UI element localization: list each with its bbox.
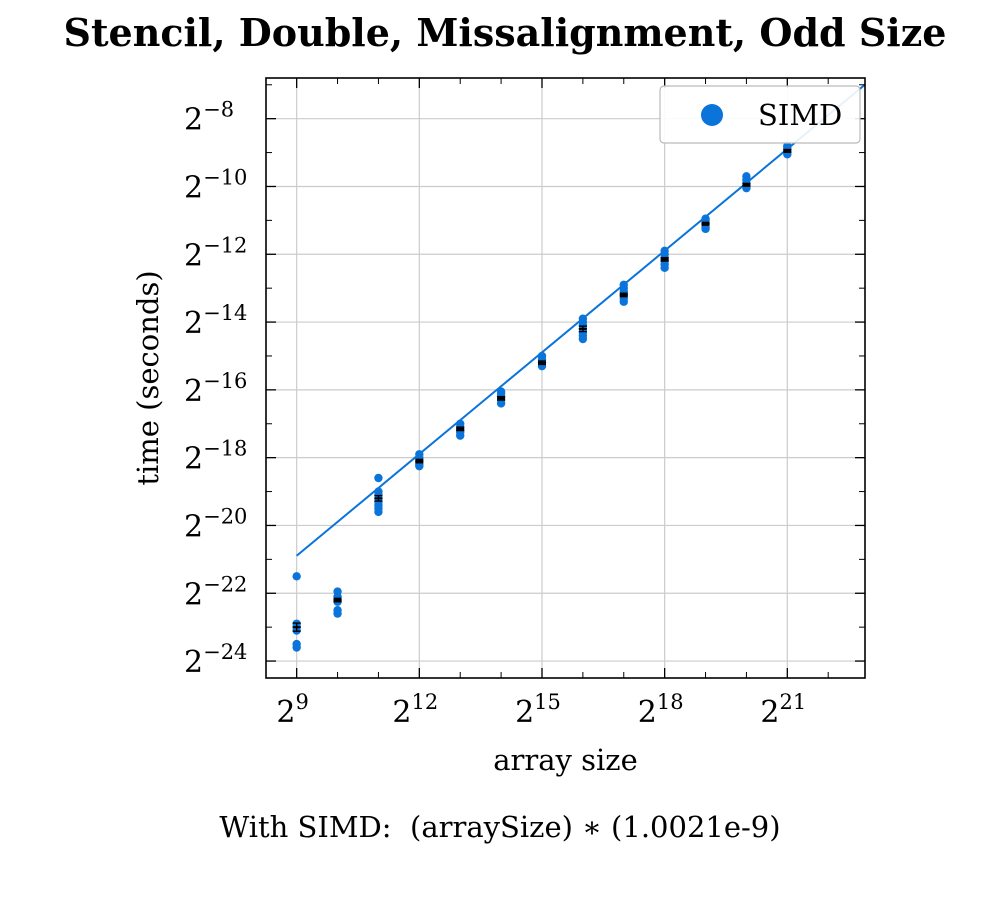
data-point [496,399,506,408]
x-tick-label: 29 [276,690,308,730]
errorbar-layer [292,148,792,632]
data-point [292,643,301,652]
plot-frame [265,77,866,679]
x-tick-exponent: 9 [296,690,309,714]
y-tick-label: 2−24 [184,640,247,680]
chart-title: Stencil, Double, Missalignment, Odd Size [63,10,947,55]
grid-layer [266,78,865,678]
data-point [660,263,669,273]
legend-box [659,85,861,144]
y-tick-exponent: −12 [203,233,247,257]
x-tick-label: 218 [638,690,684,730]
y-tick-exponent: −8 [203,98,234,122]
data-point [701,224,710,234]
y-tick-exponent: −14 [203,301,247,325]
data-point [578,334,588,344]
x-tick-exponent: 15 [534,690,561,714]
x-tick-label: 221 [760,690,806,730]
y-tick-exponent: −22 [203,572,247,596]
y-tick-label: 2−18 [184,437,247,477]
x-tick-exponent: 12 [412,690,439,714]
y-tick-exponent: −16 [203,369,247,393]
y-tick-exponent: −18 [203,437,247,461]
y-tick-exponent: −20 [203,504,247,528]
y-tick-label: 2−20 [184,504,247,544]
y-tick-label: 2−12 [184,233,247,273]
caption-label: With SIMD: [219,810,392,844]
legend-marker-simd [701,104,723,126]
y-tick-label: 2−8 [184,98,234,138]
data-point [374,473,383,483]
data-point [619,297,628,306]
fit-caption: With SIMD: (arraySize) ∗ (1.0021e-9) [0,810,1000,844]
data-point [415,461,424,471]
tick-labels-layer: 29 212 215 218 221 2−8 2−10 2−12 2−14 2−16 2−18 2−2… [184,98,806,730]
y-axis-label: time (seconds) [131,270,165,485]
y-tick-exponent: −10 [203,165,247,189]
x-tick-exponent: 21 [779,690,806,714]
legend-label-simd: SIMD [758,98,842,132]
caption-formula: (arraySize) ∗ (1.0021e-9) [410,810,781,844]
data-point [292,572,301,581]
legend: SIMD [659,85,861,144]
data-point [333,609,342,618]
x-tick-label: 215 [515,690,561,730]
ticks-layer [266,78,865,678]
data-point [456,431,465,440]
data-points-layer [292,141,792,652]
data-point [374,507,383,517]
x-axis-label: array size [493,743,638,777]
y-tick-label: 2−22 [184,572,247,612]
y-tick-exponent: −24 [203,640,247,664]
y-tick-label: 2−14 [184,301,247,341]
y-tick-label: 2−16 [184,369,247,409]
x-tick-label: 212 [392,690,438,730]
x-tick-exponent: 18 [657,690,684,714]
y-tick-label: 2−10 [184,165,247,205]
